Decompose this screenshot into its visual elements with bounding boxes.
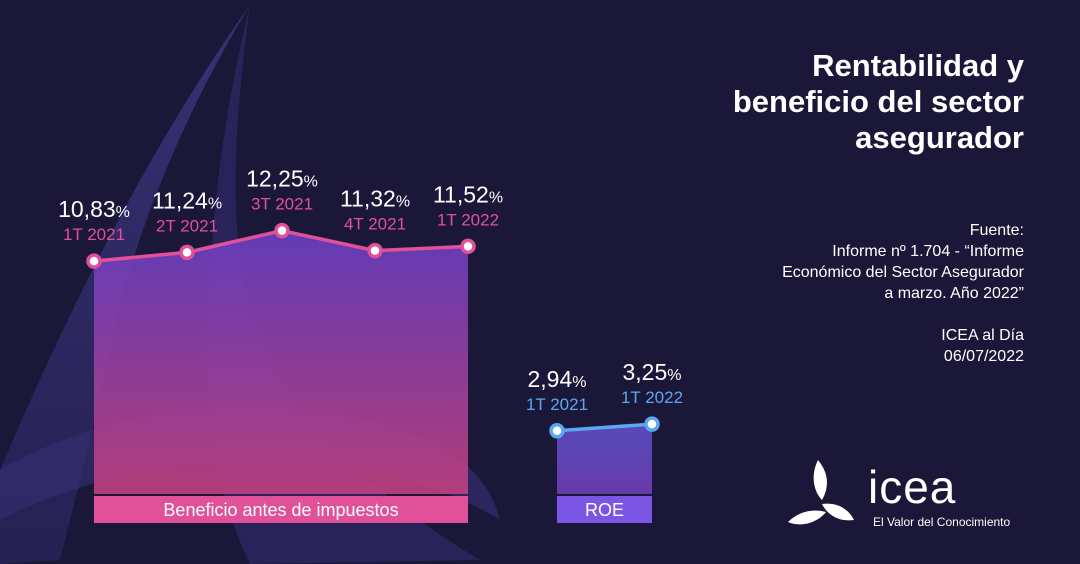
source-line: Informe nº 1.704 - “Informe xyxy=(832,243,1024,260)
icea-triskele-icon xyxy=(788,460,854,525)
roe-point xyxy=(644,416,660,432)
beneficio-value-label: 12,25% xyxy=(246,166,318,192)
beneficio-point xyxy=(179,244,195,261)
beneficio-point xyxy=(367,242,383,259)
roe-line xyxy=(556,422,653,433)
beneficio-value-label: 11,24% xyxy=(152,187,222,213)
beneficio-value-label: 10,83% xyxy=(58,196,130,222)
source-date: 06/07/2022 xyxy=(943,348,1024,365)
title-line: asegurador xyxy=(855,120,1024,155)
beneficio-period-label: 4T 2021 xyxy=(344,215,406,234)
roe-series-name: ROE xyxy=(585,500,624,520)
beneficio-value-label: 11,32% xyxy=(340,186,410,212)
series-roe: 2,94% 1T 2021 3,25% 1T 2022 ROE xyxy=(526,359,683,523)
title-line: Rentabilidad y xyxy=(812,48,1024,83)
roe-value-label: 3,25% xyxy=(623,359,682,385)
source-note: Fuente: Informe nº 1.704 - “Informe Econ… xyxy=(644,220,1024,367)
beneficio-point xyxy=(274,222,290,239)
roe-label-box xyxy=(557,496,652,523)
beneficio-period-label: 1T 2022 xyxy=(437,210,499,229)
beneficio-point xyxy=(460,238,476,255)
beneficio-period-label: 3T 2021 xyxy=(251,195,313,214)
title-line: beneficio del sector xyxy=(732,84,1024,119)
logo-tagline: El Valor del Conocimiento xyxy=(873,515,1011,529)
beneficio-point xyxy=(86,253,102,269)
beneficio-value-label: 11,52% xyxy=(433,181,503,207)
page-title: Rentabilidad y beneficio del sector aseg… xyxy=(604,48,1024,156)
beneficio-period-label: 2T 2021 xyxy=(156,216,218,235)
source-label: Fuente: xyxy=(969,222,1024,239)
series-beneficio: 10,83% 1T 2021 11,24% 2T 2021 12,25% 3T 2021 1… xyxy=(58,166,503,523)
roe-period-label: 1T 2022 xyxy=(621,388,683,407)
roe-period-label: 1T 2021 xyxy=(526,395,588,414)
beneficio-period-label: 1T 2021 xyxy=(63,225,125,244)
beneficio-label-box xyxy=(94,496,468,523)
source-brand: ICEA al Día xyxy=(941,327,1024,344)
source-line: a marzo. Año 2022” xyxy=(884,285,1024,302)
roe-value-label: 2,94% xyxy=(528,366,587,392)
source-line: Económico del Sector Asegurador xyxy=(782,264,1024,281)
roe-point xyxy=(549,423,565,439)
roe-area xyxy=(557,424,652,494)
beneficio-area xyxy=(94,230,468,494)
beneficio-series-name: Beneficio antes de impuestos xyxy=(163,500,398,520)
logo-word: icea xyxy=(868,461,957,513)
